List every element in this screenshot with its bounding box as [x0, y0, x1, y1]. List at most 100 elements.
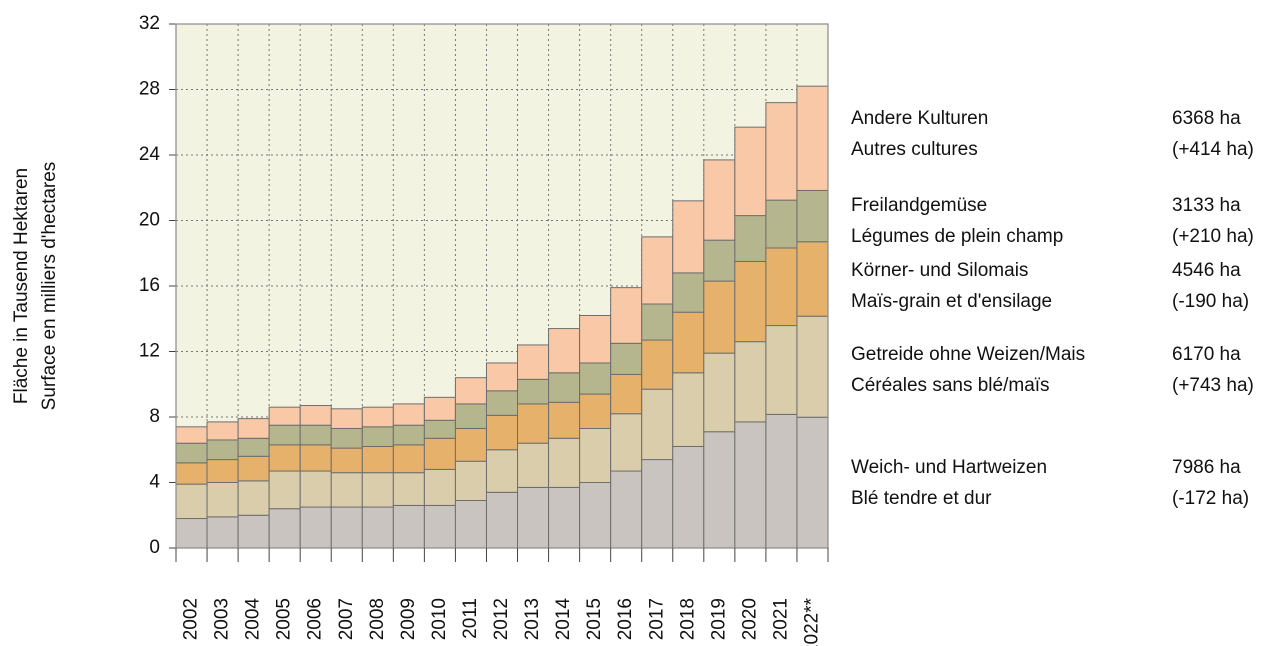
- bar-segment: [579, 362, 612, 395]
- bar-segment: [548, 486, 581, 549]
- bar-segment: [454, 427, 487, 462]
- legend-change: (+414 ha): [1172, 139, 1254, 160]
- y-tick-label: 32: [139, 13, 160, 34]
- legend-value: 7986 ha: [1172, 457, 1241, 478]
- bar-segment: [641, 388, 674, 461]
- bar-segment: [175, 442, 208, 464]
- bar-segment: [765, 102, 798, 201]
- legend-change: (-172 ha): [1172, 488, 1249, 509]
- bar-segment: [548, 437, 581, 488]
- x-tick-label: 2008: [367, 598, 388, 640]
- bar-segment: [423, 419, 456, 439]
- bar-segment: [734, 126, 767, 217]
- bar-segment: [299, 506, 332, 549]
- bar-segment: [268, 406, 301, 426]
- bar-segment: [330, 472, 363, 508]
- x-tick-label: 2022**: [801, 597, 822, 646]
- bar-segment: [175, 462, 208, 485]
- bar-segment: [237, 418, 270, 439]
- legend-value: 6170 ha: [1172, 344, 1241, 365]
- bar-segment: [392, 504, 425, 549]
- bar-segment: [703, 431, 736, 549]
- bar-segment: [641, 339, 674, 390]
- y-tick-label: 8: [149, 406, 160, 427]
- y-tick-label: 20: [139, 210, 160, 231]
- bar-segment: [454, 460, 487, 502]
- bar-segment: [392, 472, 425, 506]
- bar-segment: [765, 413, 798, 549]
- bar-segment: [423, 437, 456, 470]
- y-tick-label: 28: [139, 79, 160, 100]
- bar-segment: [237, 480, 270, 516]
- bar-segment: [299, 405, 332, 426]
- y-tick-label: 4: [149, 472, 160, 493]
- bar-segment: [610, 470, 643, 549]
- bar-segment: [423, 504, 456, 549]
- bar-segment: [641, 303, 674, 341]
- bar-segment: [703, 239, 736, 282]
- bar-segment: [672, 200, 705, 274]
- x-tick-label: 2011: [460, 598, 481, 639]
- bar-segment: [548, 328, 581, 374]
- bar-segment: [206, 516, 239, 549]
- bar-segment: [175, 518, 208, 549]
- bar-segment: [579, 314, 612, 364]
- bar-segment: [485, 414, 519, 451]
- bar-segment: [361, 472, 394, 508]
- bar-segment: [206, 459, 239, 484]
- bar-segment: [703, 352, 736, 433]
- x-tick-label: 2018: [677, 598, 698, 640]
- bar-segment: [485, 449, 519, 493]
- x-tick-label: 2014: [553, 598, 574, 641]
- y-axis-label: Fläche in Tausend Hektaren: [11, 168, 32, 404]
- bar-segment: [454, 377, 487, 405]
- y-tick-label: 16: [139, 275, 160, 296]
- bar-segment: [206, 439, 239, 461]
- bar-segment: [330, 427, 363, 449]
- bar-segment: [392, 403, 425, 426]
- x-tick-label: 2002: [181, 598, 202, 640]
- bar-segment: [579, 393, 612, 429]
- bar-segment: [330, 447, 363, 474]
- bar-segment: [796, 416, 829, 549]
- y-tick-label: 24: [139, 144, 161, 165]
- legend-value: 3133 ha: [1172, 195, 1241, 216]
- x-tick-label: 2005: [274, 598, 295, 640]
- x-tick-label: 2009: [398, 598, 419, 640]
- x-tick-label: 2013: [522, 598, 543, 640]
- bar-segment: [796, 189, 829, 243]
- y-axis-label: Surface en milliers d'hectares: [39, 162, 60, 411]
- x-tick-label: 2017: [646, 598, 667, 640]
- bar-segment: [672, 311, 705, 374]
- bar-segment: [175, 483, 208, 520]
- legend-label: Getreide ohne Weizen/Mais: [851, 344, 1085, 365]
- x-tick-label: 2012: [491, 598, 512, 640]
- x-tick-label: 2010: [429, 598, 450, 640]
- bar-segment: [734, 341, 767, 423]
- x-tick-label: 2003: [212, 598, 233, 640]
- bar-segment: [517, 344, 550, 380]
- bar-segment: [423, 396, 456, 421]
- x-tick-label: 2016: [615, 598, 636, 640]
- legend-change: (-190 ha): [1172, 291, 1249, 312]
- bar-segment: [672, 272, 705, 313]
- bar-segment: [796, 315, 829, 418]
- bar-segment: [517, 442, 550, 488]
- legend-change: (+210 ha): [1172, 226, 1254, 247]
- bar-segment: [237, 437, 270, 457]
- bar-segment: [765, 325, 798, 415]
- bar-segment: [579, 427, 612, 483]
- x-tick-label: 2006: [305, 598, 326, 640]
- bar-segment: [175, 426, 208, 444]
- x-tick-label: 2007: [336, 598, 357, 640]
- bar-segment: [610, 342, 643, 375]
- legend-label: Freilandgemüse: [851, 195, 987, 216]
- bar-segment: [517, 403, 550, 444]
- legend-value: 6368 ha: [1172, 108, 1241, 129]
- bar-segment: [734, 260, 767, 343]
- bar-segment: [392, 424, 425, 446]
- x-tick-label: 2015: [584, 598, 605, 640]
- x-tick-label: 2004: [243, 598, 264, 641]
- x-tick-label: 2021: [770, 598, 791, 640]
- bar-segment: [734, 215, 767, 262]
